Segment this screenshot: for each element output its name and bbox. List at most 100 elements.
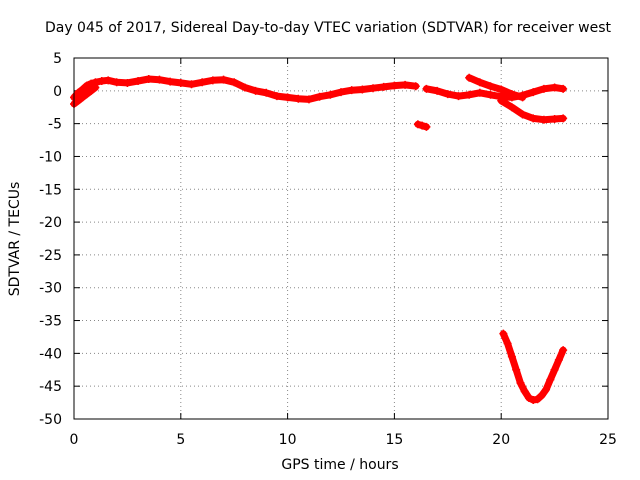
y-tick-label: -20: [39, 215, 62, 231]
data-point: [486, 90, 495, 99]
data-point: [422, 84, 431, 93]
data-point: [512, 365, 521, 374]
data-point: [379, 82, 388, 91]
data-point: [454, 92, 463, 101]
y-tick-label: -45: [39, 379, 62, 395]
data-point: [529, 88, 538, 97]
data-point: [550, 115, 559, 124]
data-point: [272, 92, 281, 101]
data-point: [539, 84, 548, 93]
y-tick-label: 0: [53, 84, 62, 100]
x-tick-label: 0: [70, 432, 79, 448]
data-point: [82, 81, 91, 90]
data-point: [251, 86, 260, 95]
data-point: [497, 96, 506, 105]
data-point: [78, 85, 87, 94]
x-tick-label: 15: [385, 432, 403, 448]
y-tick-label: -15: [39, 182, 62, 198]
data-point: [411, 82, 420, 91]
data-point: [559, 84, 568, 93]
data-point: [507, 90, 516, 99]
data-point: [554, 355, 563, 364]
x-tick-label: 5: [176, 432, 185, 448]
data-point: [529, 114, 538, 123]
data-point: [559, 114, 568, 123]
data-point: [358, 85, 367, 94]
data-point: [433, 86, 442, 95]
y-tick-label: -50: [39, 412, 62, 428]
data-point: [134, 76, 143, 85]
data-point: [187, 80, 196, 89]
data-point: [559, 346, 568, 355]
data-point: [546, 375, 555, 384]
data-point: [144, 75, 153, 84]
x-tick-label: 10: [279, 432, 297, 448]
data-point: [497, 85, 506, 94]
data-point: [475, 78, 484, 87]
x-tick-label: 25: [599, 432, 617, 448]
data-point: [518, 93, 527, 102]
data-point: [413, 120, 422, 129]
data-point: [230, 78, 239, 87]
data-point: [337, 88, 345, 97]
data-point: [465, 73, 474, 82]
data-point: [91, 83, 100, 92]
chart-title: Day 045 of 2017, Sidereal Day-to-day VTE…: [45, 20, 612, 36]
data-point: [240, 83, 249, 92]
data-point: [507, 352, 516, 361]
data-point: [198, 78, 207, 87]
data-point: [516, 378, 525, 387]
data-point: [507, 103, 516, 112]
y-tick-label: -30: [39, 281, 62, 297]
data-point: [315, 92, 324, 101]
y-axis-title: SDTVAR / TECUs: [7, 182, 23, 297]
y-tick-label: -25: [39, 248, 62, 264]
data-point: [219, 75, 228, 84]
plot-frame: [73, 57, 609, 420]
data-point: [550, 365, 559, 374]
data-point: [475, 88, 484, 97]
axis-ticks: 0 5 10 15 20 25 5 0 -5 -10 -15 -20 -25 -30 -35 -40 -45 -5…: [39, 51, 617, 448]
data-point: [550, 83, 559, 92]
data-point: [443, 90, 452, 99]
data-point: [422, 122, 431, 131]
data-point: [347, 86, 356, 95]
data-point: [166, 77, 175, 86]
series-dip_track: [497, 96, 568, 124]
data-point: [465, 90, 474, 99]
data-point: [499, 329, 508, 338]
y-tick-label: -10: [39, 149, 62, 165]
series-deep_u_track: [499, 329, 568, 404]
data-point: [518, 110, 527, 119]
data-point: [262, 88, 271, 97]
data-point: [155, 75, 164, 84]
data-point: [486, 82, 495, 91]
data-point: [390, 81, 399, 90]
data-point: [176, 78, 185, 87]
data-point: [418, 121, 427, 130]
data-point: [533, 395, 542, 404]
y-tick-label: -40: [39, 346, 62, 362]
data-point: [208, 76, 217, 85]
y-tick-label: -35: [39, 314, 62, 330]
data-point: [87, 86, 96, 95]
grid-lines: [74, 58, 608, 419]
series-isolated_blip: [413, 120, 431, 131]
data-point: [326, 90, 335, 99]
y-tick-label: -5: [48, 117, 62, 133]
data-point: [401, 80, 410, 89]
data-point: [112, 78, 121, 87]
data-point: [283, 93, 292, 102]
x-axis-title: GPS time / hours: [281, 457, 398, 473]
data-point: [104, 76, 113, 85]
x-tick-label: 20: [492, 432, 510, 448]
data-point: [78, 93, 87, 102]
data-point: [294, 94, 303, 103]
data-point: [503, 339, 512, 348]
series-main_track: [70, 75, 420, 104]
data-point: [123, 78, 132, 87]
data-point: [537, 391, 546, 400]
data-point: [82, 90, 91, 99]
